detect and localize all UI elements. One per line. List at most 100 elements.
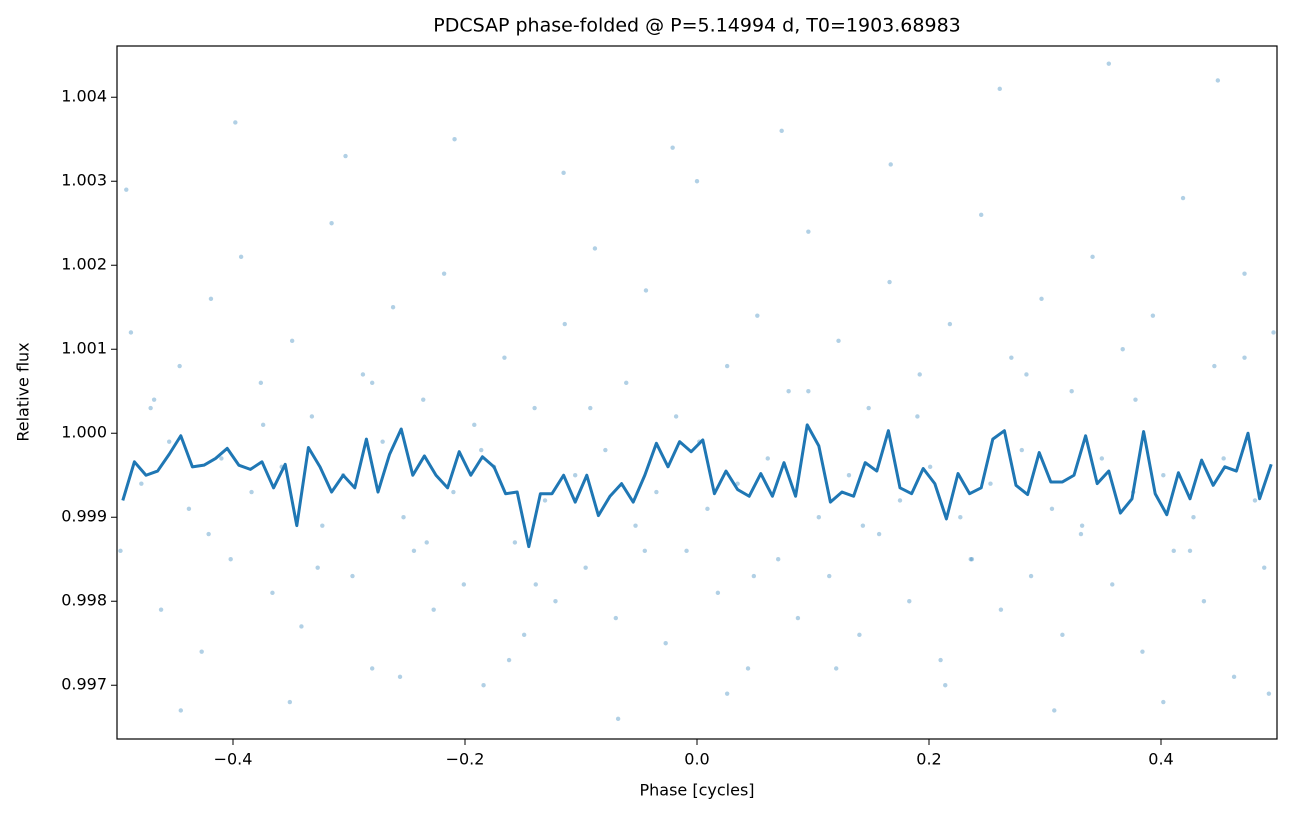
- point: [915, 414, 920, 419]
- point: [233, 120, 238, 125]
- point: [846, 473, 852, 478]
- point: [506, 657, 512, 663]
- point: [1028, 573, 1034, 579]
- point: [299, 624, 304, 629]
- point: [988, 481, 993, 486]
- point: [724, 691, 730, 696]
- point: [1079, 523, 1085, 528]
- point: [370, 666, 375, 671]
- point: [249, 489, 254, 495]
- chart-title: PDCSAP phase-folded @ P=5.14994 d, T0=19…: [433, 15, 961, 37]
- point: [151, 397, 157, 402]
- point: [588, 405, 593, 411]
- point: [542, 498, 548, 503]
- point: [343, 153, 348, 159]
- point: [521, 632, 527, 638]
- point: [633, 523, 638, 528]
- point: [238, 254, 244, 260]
- point: [694, 179, 700, 184]
- point: [897, 498, 903, 503]
- point: [1090, 254, 1095, 260]
- point: [1133, 397, 1138, 402]
- point: [177, 363, 182, 369]
- point: [745, 666, 751, 671]
- point: [1161, 699, 1166, 705]
- point: [512, 540, 518, 545]
- point: [997, 86, 1002, 92]
- point: [178, 708, 183, 713]
- point: [958, 515, 963, 520]
- y-tick-label: 1.002: [61, 255, 107, 274]
- point: [827, 573, 832, 579]
- point: [755, 313, 760, 318]
- point: [1069, 389, 1074, 394]
- point: [806, 389, 811, 394]
- point: [751, 573, 757, 579]
- point: [258, 380, 264, 386]
- x-axis-label: Phase [cycles]: [639, 781, 754, 800]
- point: [124, 187, 129, 192]
- point: [1215, 78, 1221, 83]
- point: [1171, 548, 1176, 554]
- y-tick-label: 1.003: [61, 171, 107, 190]
- point: [673, 414, 679, 419]
- point: [876, 531, 882, 537]
- point: [118, 548, 123, 554]
- point: [219, 456, 224, 461]
- point: [684, 548, 689, 554]
- plot-area: [118, 61, 1276, 722]
- point: [1060, 632, 1065, 638]
- point: [390, 305, 396, 310]
- point: [670, 145, 675, 150]
- point: [643, 288, 649, 293]
- point: [979, 212, 984, 218]
- point: [786, 389, 791, 394]
- point: [1140, 649, 1145, 654]
- point: [663, 641, 668, 646]
- point: [857, 632, 862, 638]
- point: [1242, 271, 1247, 276]
- y-tick-label: 1.001: [61, 339, 107, 358]
- point: [1049, 506, 1055, 512]
- point: [167, 439, 172, 444]
- point: [947, 321, 953, 327]
- point: [1187, 548, 1193, 554]
- point: [615, 716, 621, 722]
- point: [836, 338, 841, 344]
- point: [1212, 363, 1217, 369]
- point: [943, 683, 948, 688]
- y-tick-label: 1.004: [61, 87, 107, 106]
- point: [380, 439, 385, 444]
- point: [1009, 355, 1014, 360]
- point: [834, 666, 839, 671]
- point: [705, 506, 710, 512]
- point: [270, 590, 275, 596]
- point: [654, 489, 659, 495]
- point: [186, 506, 192, 512]
- point: [998, 607, 1004, 612]
- point: [1150, 313, 1156, 318]
- point: [431, 607, 436, 612]
- point: [532, 405, 537, 411]
- point: [370, 380, 375, 386]
- point: [1221, 456, 1226, 461]
- point: [866, 405, 871, 411]
- x-tick-label: 0.4: [1148, 750, 1173, 769]
- point: [1180, 195, 1186, 201]
- point: [1024, 372, 1029, 377]
- point: [287, 699, 293, 705]
- point: [309, 414, 315, 419]
- point: [1110, 582, 1115, 587]
- point: [502, 355, 507, 360]
- point: [917, 372, 922, 377]
- point: [816, 515, 821, 520]
- point: [139, 481, 144, 486]
- point: [260, 422, 266, 428]
- y-tick-label: 0.998: [61, 591, 107, 610]
- point: [603, 447, 608, 453]
- point: [360, 372, 366, 377]
- point: [1262, 565, 1267, 570]
- point: [208, 296, 214, 302]
- point: [907, 599, 912, 604]
- point: [148, 405, 153, 411]
